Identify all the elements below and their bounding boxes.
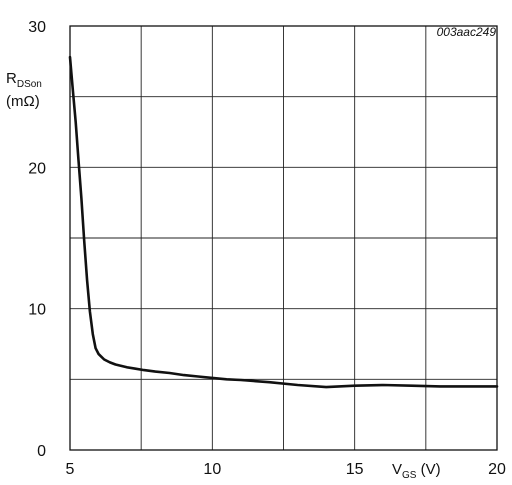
y-tick-label: 10	[28, 302, 46, 319]
x-axis-label: VGS (V)	[392, 461, 441, 481]
x-tick-label: 20	[488, 461, 506, 478]
y-tick-label: 30	[28, 19, 46, 36]
series-line	[68, 55, 499, 389]
y-axis-label: RDSon	[6, 70, 42, 90]
plot-frame	[69, 25, 498, 451]
figure-code: 003aac249	[437, 25, 497, 39]
x-tick-label: 10	[203, 461, 221, 478]
y-axis-unit: (mΩ)	[6, 93, 40, 110]
tick-labels: 5 10 15 20 0 10 20 30	[28, 19, 506, 478]
y-tick-label: 0	[37, 443, 46, 460]
y-tick-label: 20	[28, 160, 46, 177]
x-tick-label: 5	[66, 461, 75, 478]
series-layer	[68, 55, 499, 389]
x-tick-label: 15	[346, 461, 364, 478]
